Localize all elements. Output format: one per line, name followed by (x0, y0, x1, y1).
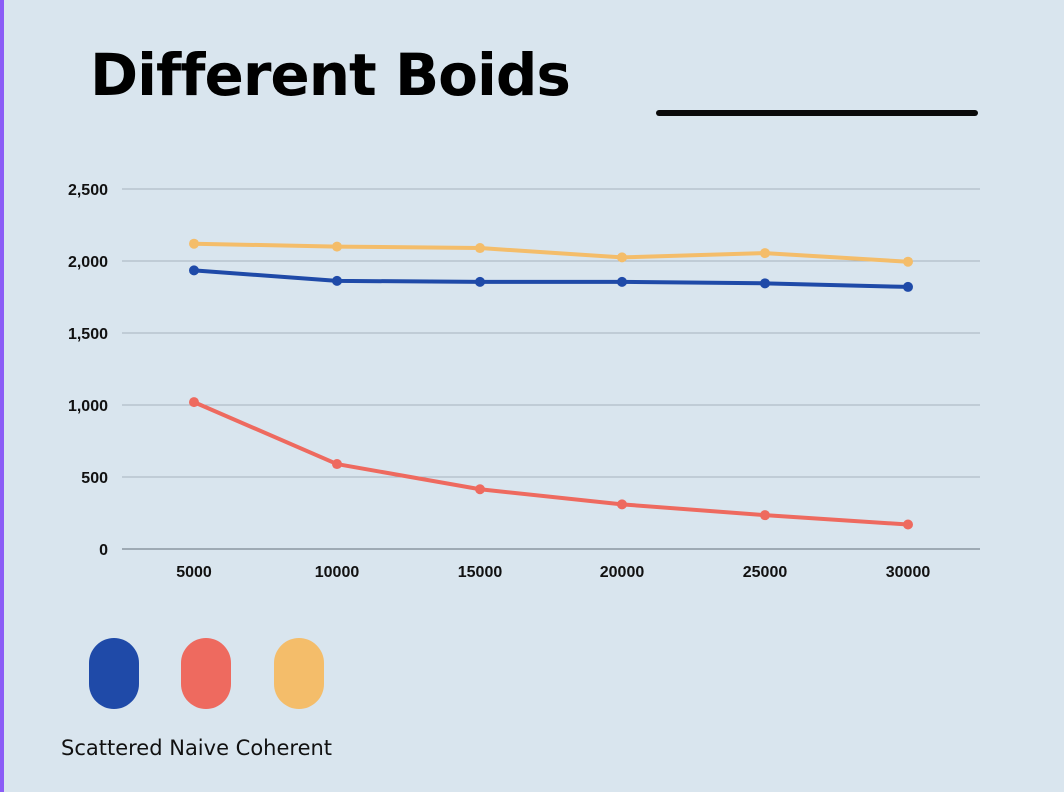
data-point (189, 265, 199, 276)
legend-swatch-naive (181, 638, 231, 709)
data-point (189, 238, 199, 249)
data-point (617, 499, 627, 510)
legend-swatch-coherent (274, 638, 324, 709)
data-point (617, 252, 627, 263)
legend-text: Scattered Naive Coherent (61, 736, 333, 760)
y-tick-label: 1,500 (68, 326, 108, 343)
data-point (903, 519, 913, 530)
data-point (903, 256, 913, 267)
series-lines (192, 241, 910, 527)
data-point (189, 397, 199, 408)
gridlines (122, 188, 980, 550)
data-point (760, 278, 770, 289)
data-point (475, 484, 485, 495)
data-point (332, 241, 342, 252)
series-line (192, 268, 910, 289)
series-line (192, 400, 910, 527)
y-tick-label: 2,500 (68, 182, 108, 199)
legend-swatch-scattered (89, 638, 139, 709)
x-tick-label: 25000 (743, 564, 788, 581)
data-point (332, 459, 342, 470)
data-point (475, 243, 485, 254)
title-decorative-rule (656, 110, 978, 116)
x-tick-label: 15000 (458, 564, 503, 581)
data-point (760, 248, 770, 259)
series-line (192, 241, 910, 264)
x-tick-label: 5000 (176, 564, 212, 581)
x-axis-ticks: 5000 10000 15000 20000 25000 30000 (176, 564, 930, 581)
series-points (189, 238, 913, 530)
data-point (332, 275, 342, 286)
y-tick-label: 0 (99, 542, 108, 559)
data-point (475, 276, 485, 287)
data-point (617, 276, 627, 287)
y-tick-label: 1,000 (68, 398, 108, 415)
data-point (903, 281, 913, 292)
x-tick-label: 20000 (600, 564, 645, 581)
y-tick-label: 500 (81, 470, 108, 487)
x-tick-label: 30000 (886, 564, 931, 581)
x-tick-label: 10000 (315, 564, 360, 581)
data-point (760, 510, 770, 521)
chart-title: Different Boids (90, 41, 571, 109)
y-tick-label: 2,000 (68, 254, 108, 271)
y-axis-ticks: 0 500 1,000 1,500 2,000 2,500 (68, 182, 108, 559)
